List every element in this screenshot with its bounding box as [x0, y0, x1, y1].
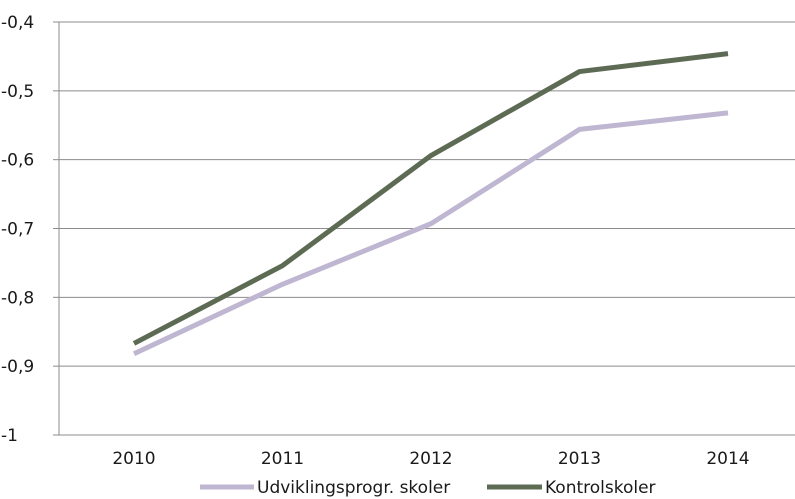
y-tick-label-0: -0,4: [1, 13, 34, 33]
data-point-1-2013: [577, 69, 582, 74]
y-tick-label-2: -0,6: [1, 151, 34, 171]
series-line-1: [132, 51, 729, 346]
y-tick-label-1: -0,5: [1, 82, 34, 102]
y-tick-label-3: -0,7: [1, 220, 34, 240]
data-point-1-2010: [132, 341, 137, 346]
series-lines: [132, 51, 731, 357]
legend-label-1: Kontrolskoler: [545, 478, 656, 498]
data-point-1-2011: [280, 263, 285, 268]
data-point-1-2012: [429, 153, 434, 158]
legend-label-0: Udviklingsprogr. skoler: [257, 478, 450, 498]
y-tick-label-6: -1: [1, 426, 18, 446]
axes: [53, 21, 60, 436]
x-tick-label-2011: 2011: [261, 449, 304, 469]
y-tick-label-5: -0,9: [1, 357, 34, 377]
legend: Udviklingsprogr. skoler Kontrolskoler: [200, 478, 656, 498]
series-line-0: [132, 110, 729, 357]
data-point-0-2010: [132, 351, 137, 356]
gridlines: [59, 21, 795, 436]
data-point-1-2014: [726, 51, 731, 56]
x-axis-tick-labels: 2010 2011 2012 2013 2014: [112, 449, 749, 469]
y-tick-label-4: -0,8: [1, 288, 34, 308]
data-point-0-2012: [429, 221, 434, 226]
x-tick-label-2013: 2013: [558, 449, 601, 469]
data-point-0-2011: [280, 282, 285, 287]
data-point-0-2014: [726, 110, 731, 115]
x-tick-label-2012: 2012: [409, 449, 452, 469]
x-tick-label-2014: 2014: [706, 449, 749, 469]
y-axis-tick-labels: -0,4 -0,5 -0,6 -0,7 -0,8 -0,9 -1: [1, 13, 34, 446]
data-point-0-2013: [577, 127, 582, 132]
x-tick-label-2010: 2010: [112, 449, 155, 469]
